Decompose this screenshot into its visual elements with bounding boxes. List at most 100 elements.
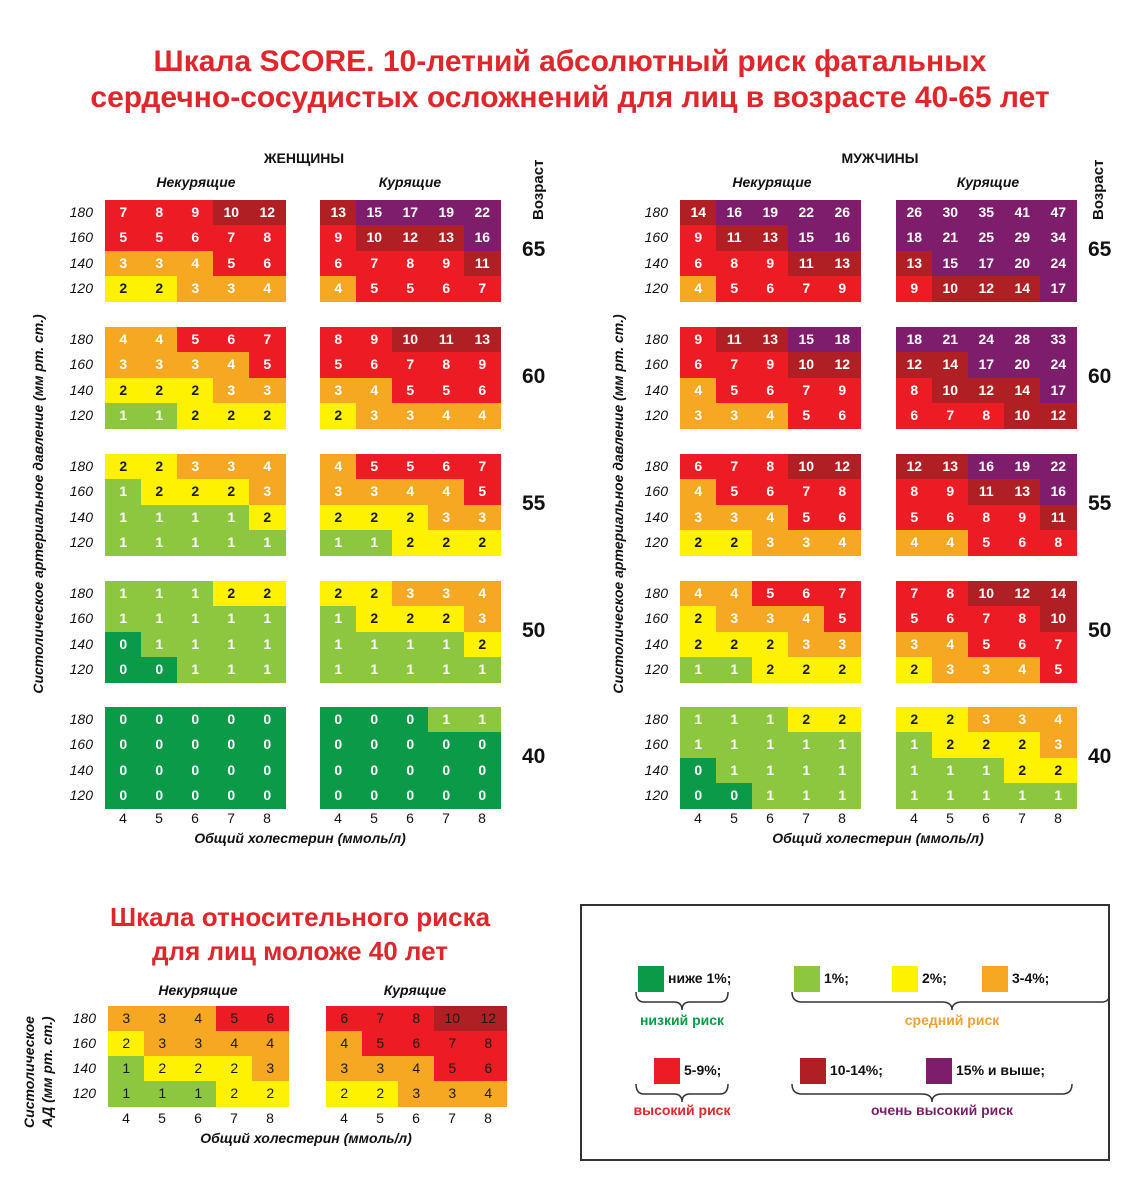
risk-cell: 3	[896, 631, 933, 658]
risk-cell: 15	[932, 250, 969, 277]
bp-tick-label: 140	[69, 254, 93, 271]
risk-cell: 6	[249, 250, 286, 277]
risk-cell: 2	[1040, 757, 1077, 784]
risk-cell: 2	[105, 454, 142, 480]
relative-risk-cell: 3	[398, 1081, 435, 1107]
risk-cell: 17	[1040, 276, 1077, 303]
risk-cell: 20	[1004, 352, 1041, 379]
risk-cell: 0	[320, 757, 357, 784]
risk-cell: 1	[177, 657, 214, 684]
risk-cell: 13	[428, 225, 465, 252]
bp-tick-label: 140	[644, 508, 668, 525]
risk-cell: 4	[464, 581, 501, 607]
risk-cell: 24	[1040, 352, 1077, 379]
risk-cell: 0	[392, 757, 429, 784]
risk-cell: 1	[356, 657, 393, 684]
score-chart: 7 8 9 10 12 5 5 6 7 8 3 3 4 5 6 2 2 3 3 4 180 160 140 120 4 4 5 6 7 3…	[69, 200, 1111, 826]
risk-cell: 3	[213, 276, 250, 303]
risk-cell: 3	[680, 403, 717, 430]
risk-cell: 3	[716, 504, 753, 531]
risk-cell: 0	[105, 631, 142, 658]
risk-cell: 13	[1004, 479, 1041, 506]
risk-cell: 4	[716, 581, 753, 607]
cholesterol-tick-label: 6	[766, 810, 774, 826]
bp-tick-label: 140	[644, 254, 668, 271]
men-x-axis-label: Общий холестерин (ммоль/л)	[772, 830, 984, 846]
risk-cell: 2	[249, 403, 286, 430]
risk-cell: 8	[896, 377, 933, 404]
risk-cell: 0	[105, 707, 142, 733]
risk-cell: 3	[105, 352, 142, 379]
risk-cell: 1	[249, 657, 286, 684]
risk-cell: 2	[141, 479, 178, 506]
risk-cell: 0	[105, 657, 142, 684]
risk-cell: 17	[392, 200, 429, 226]
risk-cell: 1	[105, 530, 142, 557]
risk-cell: 0	[716, 783, 753, 810]
risk-cell: 15	[788, 327, 825, 353]
cholesterol-tick-label: 4	[694, 810, 702, 826]
risk-cell: 0	[392, 707, 429, 733]
risk-cell: 12	[1040, 403, 1077, 430]
risk-cell: 1	[824, 783, 861, 810]
risk-cell: 13	[752, 327, 789, 353]
risk-cell: 0	[320, 783, 357, 810]
risk-cell: 3	[177, 352, 214, 379]
bp-tick-label: 140	[69, 381, 93, 398]
relative-risk-cell: 2	[180, 1056, 217, 1082]
risk-cell: 2	[788, 707, 825, 733]
risk-cell: 1	[392, 631, 429, 658]
risk-cell: 5	[464, 479, 501, 506]
risk-cell: 3	[177, 454, 214, 480]
risk-cell: 5	[968, 530, 1005, 557]
bp-tick-label: 120	[644, 280, 668, 297]
relative-risk-cell: 5	[434, 1056, 471, 1082]
legend-label: 5-9%;	[684, 1062, 722, 1078]
risk-cell: 2	[824, 657, 861, 684]
risk-cell: 5	[896, 606, 933, 633]
risk-cell: 30	[932, 200, 969, 226]
risk-cell: 11	[1040, 504, 1077, 531]
risk-cell: 12	[968, 377, 1005, 404]
legend: ниже 1%; 1%; 2%; 3-4%; 5-9%; 10-14%; 15% и выш…	[580, 904, 1110, 1161]
age-label: 50	[522, 619, 546, 642]
bp-tick-label: 180	[644, 585, 668, 601]
bracket-medium	[791, 991, 1108, 1011]
relative-risk-cell: 1	[144, 1081, 181, 1107]
risk-cell: 3	[932, 657, 969, 684]
bp-tick-label: 140	[644, 381, 668, 398]
cholesterol-tick-label: 4	[910, 810, 918, 826]
risk-cell: 8	[968, 504, 1005, 531]
risk-cell: 1	[356, 631, 393, 658]
risk-cell: 5	[320, 352, 357, 379]
young-y-axis-label: Систолическое АД (мм рт. ст.)	[20, 1012, 60, 1132]
title-line-2: сердечно-сосудистых осложнений для лиц в…	[90, 81, 1050, 114]
risk-cell: 15	[788, 225, 825, 252]
risk-cell: 9	[428, 250, 465, 277]
risk-cell: 1	[716, 657, 753, 684]
cholesterol-tick-label: 5	[158, 1110, 166, 1126]
bp-tick-label: 160	[644, 610, 668, 627]
risk-cell: 10	[932, 276, 969, 303]
risk-cell: 2	[320, 504, 357, 531]
risk-cell: 1	[320, 606, 357, 633]
bp-tick-label: 140	[72, 1060, 96, 1076]
risk-cell: 1	[716, 757, 753, 784]
cholesterol-tick-label: 4	[122, 1110, 130, 1126]
risk-cell: 1	[177, 631, 214, 658]
risk-cell: 3	[356, 479, 393, 506]
risk-cell: 6	[788, 581, 825, 607]
cholesterol-tick-label: 7	[448, 1110, 456, 1126]
risk-cell: 3	[824, 631, 861, 658]
legend-label: 10-14%;	[830, 1062, 883, 1078]
risk-cell: 18	[896, 225, 933, 252]
risk-cell: 16	[824, 225, 861, 252]
risk-cell: 5	[356, 454, 393, 480]
cholesterol-tick-label: 4	[334, 810, 342, 826]
legend-swatch	[638, 966, 664, 992]
young-nonsmoking-heading: Некурящие	[158, 982, 238, 998]
risk-cell: 9	[680, 225, 717, 252]
risk-cell: 25	[968, 225, 1005, 252]
risk-cell: 22	[464, 200, 501, 226]
risk-cell: 4	[105, 327, 142, 353]
